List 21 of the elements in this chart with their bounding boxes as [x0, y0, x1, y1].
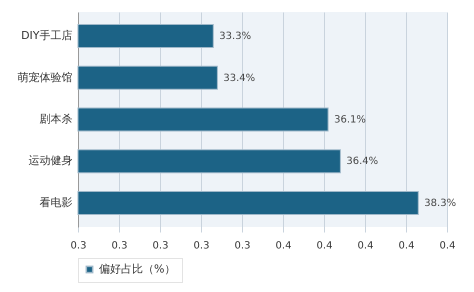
y-tick-label: 运动健身: [28, 154, 72, 168]
x-tick-label: 0.4: [316, 240, 332, 252]
x-tick-label: 0.3: [194, 240, 210, 252]
x-tick-label: 0.4: [358, 240, 374, 252]
x-tick-label: 0.4: [276, 240, 292, 252]
data-label: 38.3%: [424, 198, 456, 209]
data-label: 36.1%: [334, 114, 366, 126]
x-tick-label: 0.3: [234, 240, 250, 252]
x-tick-label: 0.3: [112, 240, 128, 252]
y-tick-label: DIY手工店: [21, 29, 72, 42]
x-tick-label: 0.3: [70, 240, 86, 252]
legend-label: 偏好占比（%）: [99, 262, 176, 276]
x-tick-label: 0.3: [152, 240, 168, 252]
y-tick-label: 看电影: [40, 196, 72, 209]
y-tick-label: 萌宠体验馆: [18, 70, 72, 84]
x-tick-label: 0.4: [440, 240, 456, 252]
data-label: 36.4%: [346, 156, 378, 168]
y-tick-label: 剧本杀: [40, 112, 72, 126]
data-label: 33.3%: [219, 31, 252, 42]
data-label: 33.4%: [223, 72, 256, 84]
x-tick-label: 0.4: [398, 240, 414, 252]
